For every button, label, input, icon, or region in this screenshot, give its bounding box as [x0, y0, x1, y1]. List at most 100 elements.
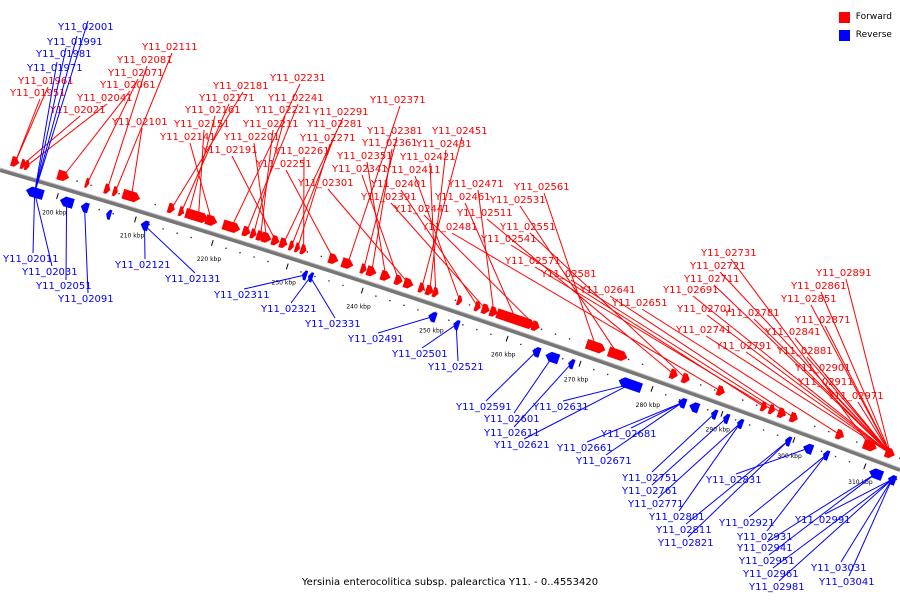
forward-gene-label: Y11_02561 — [513, 182, 570, 193]
forward-gene-label-leader — [713, 284, 891, 454]
forward-gene-label: Y11_02711 — [683, 274, 740, 285]
reverse-gene-label: Y11_02661 — [556, 443, 613, 454]
minor-dot — [306, 251, 309, 253]
minor-dot — [713, 389, 716, 391]
reverse-gene-label: Y11_02051 — [35, 281, 92, 292]
minor-dot — [813, 425, 816, 428]
forward-gene-label: Y11_02641 — [579, 285, 636, 296]
reverse-gene-label-leader — [513, 363, 572, 428]
minor-dot — [462, 324, 464, 326]
forward-gene-label-leader — [62, 90, 131, 177]
forward-gene-label-leader — [692, 295, 891, 454]
reverse-gene-label-leader — [65, 201, 68, 281]
forward-gene-label: Y11_02691 — [662, 285, 719, 296]
reverse-gene-arrow — [428, 311, 438, 323]
forward-gene-arrow — [23, 159, 30, 171]
forward-gene-label-leader — [371, 148, 393, 272]
forward-gene-label-leader — [86, 78, 139, 184]
forward-gene-label-leader — [361, 174, 400, 281]
tick-label: 310 kbp — [848, 479, 873, 486]
minor-dot — [748, 424, 751, 426]
reverse-gene-label: Y11_02521 — [427, 362, 484, 373]
forward-gene-label-leader — [753, 318, 891, 454]
reverse-gene-label-leader — [309, 276, 336, 319]
forward-gene-label: Y11_02721 — [689, 261, 746, 272]
forward-gene-label: Y11_02221 — [254, 105, 311, 116]
reverse-gene-label: Y11_02801 — [648, 512, 705, 523]
forward-gene-arrow — [260, 231, 272, 243]
tick-label: 240 kbp — [346, 304, 371, 311]
forward-gene-label-leader — [400, 189, 479, 307]
tick-label: 210 kbp — [120, 233, 145, 240]
reverse-gene-arrow — [453, 319, 461, 331]
minor-dot — [314, 275, 316, 278]
minor-dot — [154, 203, 156, 206]
reverse-gene-arrow — [869, 468, 885, 481]
reverse-gene-arrow — [106, 209, 113, 220]
forward-gene-label: Y11_02511 — [456, 208, 513, 219]
reverse-gene-arrow — [678, 398, 688, 409]
reverse-gene-label: Y11_02991 — [794, 515, 851, 526]
reverse-gene-label-leader — [513, 356, 553, 414]
forward-gene-label-leader — [327, 188, 410, 285]
forward-gene-label: Y11_02231 — [269, 73, 326, 84]
forward-gene-arrow — [221, 219, 241, 233]
reverse-gene-label-leader — [34, 47, 67, 193]
reverse-gene-label-leader — [144, 224, 196, 274]
forward-gene-label: Y11_02261 — [273, 146, 330, 157]
minor-dot — [568, 338, 571, 340]
minor-dot — [678, 398, 681, 401]
minor-dot — [328, 280, 330, 282]
minor-dot — [90, 184, 92, 187]
forward-gene-label-leader — [845, 278, 891, 454]
reverse-gene-label-leader — [243, 274, 305, 290]
minor-dot — [162, 228, 164, 230]
reverse-gene-label-leader — [455, 324, 459, 362]
forward-gene-label: Y11_02471 — [447, 179, 504, 190]
reverse-gene-label: Y11_02491 — [347, 334, 404, 345]
tick-mark — [650, 385, 654, 392]
reverse-gene-arrow — [618, 377, 643, 394]
forward-gene-label: Y11_02731 — [700, 248, 757, 259]
minor-dot — [239, 251, 241, 254]
forward-gene-arrow — [584, 338, 606, 354]
forward-gene-label-leader — [253, 142, 268, 239]
forward-gene-arrow — [424, 284, 434, 296]
minor-dot — [519, 343, 522, 346]
forward-gene-label: Y11_02421 — [399, 152, 456, 163]
minor-dot — [561, 358, 564, 360]
reverse-gene-arrow — [532, 347, 542, 358]
minor-dot — [320, 255, 323, 258]
tick-mark — [720, 410, 724, 417]
minor-dot — [98, 208, 100, 211]
forward-gene-arrow — [340, 257, 354, 269]
minor-dot — [300, 271, 302, 273]
forward-gene-label: Y11_02101 — [111, 117, 168, 128]
minor-dot — [827, 430, 830, 433]
reverse-gene-label: Y11_02771 — [627, 499, 684, 510]
forward-gene-label: Y11_02541 — [480, 234, 537, 245]
minor-dot — [664, 393, 667, 396]
forward-gene-label: Y11_02351 — [336, 151, 393, 162]
forward-gene-label: Y11_02281 — [306, 119, 363, 130]
reverse-gene-label: Y11_02951 — [738, 556, 795, 567]
forward-gene-label-leader — [857, 401, 891, 454]
reverse-gene-label: Y11_02121 — [114, 260, 171, 271]
forward-gene-label: Y11_02191 — [201, 145, 258, 156]
forward-gene-label: Y11_02891 — [815, 268, 872, 279]
forward-gene-label: Y11_02161 — [184, 105, 241, 116]
minor-dot — [755, 404, 758, 406]
forward-gene-label: Y11_02791 — [715, 341, 772, 352]
minor-dot — [190, 236, 192, 239]
reverse-gene-arrow — [785, 436, 793, 447]
forward-gene-label: Y11_02141 — [159, 132, 216, 143]
forward-gene-label: Y11_02371 — [369, 95, 426, 106]
forward-gene-label-leader — [806, 356, 891, 454]
minor-dot — [454, 299, 457, 302]
reverse-gene-label: Y11_02671 — [575, 456, 632, 467]
reverse-gene-label: Y11_02131 — [164, 274, 221, 285]
forward-gene-arrow — [299, 244, 307, 255]
tick-mark — [578, 360, 582, 367]
reverse-gene-label: Y11_02321 — [260, 304, 317, 315]
forward-gene-label-leader — [824, 325, 891, 454]
